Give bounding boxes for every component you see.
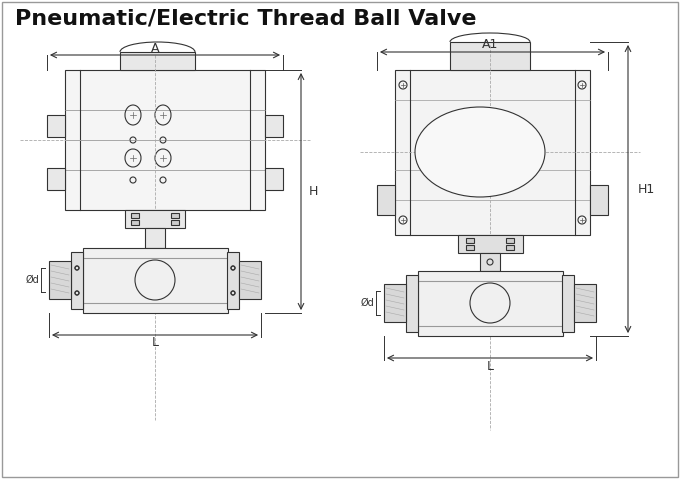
Bar — [171, 220, 179, 225]
Bar — [506, 245, 514, 250]
Bar — [47, 115, 65, 137]
Bar — [131, 213, 139, 218]
Bar — [49, 261, 71, 299]
Bar — [125, 210, 185, 228]
Bar — [265, 168, 283, 190]
Ellipse shape — [415, 107, 545, 197]
Bar — [590, 185, 608, 215]
Bar — [47, 168, 65, 190]
Bar — [395, 70, 590, 235]
Bar — [574, 284, 596, 322]
Bar — [120, 52, 195, 70]
Bar — [506, 238, 514, 243]
Bar — [406, 275, 418, 332]
Bar — [265, 115, 283, 137]
Bar — [562, 275, 574, 332]
Bar — [458, 235, 523, 253]
Text: Ød: Ød — [360, 298, 374, 308]
Text: H1: H1 — [638, 182, 656, 195]
Bar — [71, 252, 83, 309]
Bar — [239, 261, 261, 299]
Bar — [466, 238, 474, 243]
Text: Ød: Ød — [25, 275, 39, 285]
Bar — [131, 220, 139, 225]
Text: L: L — [486, 360, 494, 373]
Bar — [466, 245, 474, 250]
Bar — [171, 213, 179, 218]
Bar — [65, 70, 265, 210]
Bar — [480, 253, 500, 271]
Text: L: L — [152, 337, 158, 350]
Bar — [145, 228, 165, 248]
Bar — [377, 185, 395, 215]
Bar — [384, 284, 406, 322]
Bar — [418, 271, 563, 336]
Text: H: H — [309, 184, 318, 197]
Bar — [450, 42, 530, 70]
Bar — [83, 248, 228, 313]
Text: A: A — [151, 42, 159, 55]
Bar — [227, 252, 239, 309]
Text: A1: A1 — [482, 37, 498, 50]
Text: Pneumatic/Electric Thread Ball Valve: Pneumatic/Electric Thread Ball Valve — [15, 8, 477, 28]
